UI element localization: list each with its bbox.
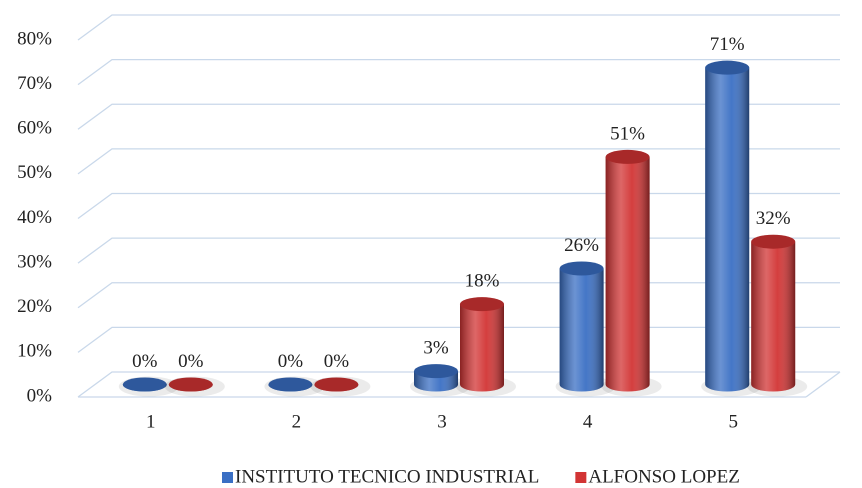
data-label: 3%	[423, 337, 449, 358]
bar-shading	[705, 67, 750, 392]
y-tick-label: 70%	[17, 73, 52, 94]
data-label: 26%	[564, 235, 599, 256]
x-tick-label: 2	[292, 411, 302, 432]
bar-top	[460, 297, 504, 312]
bar-top-shade	[460, 297, 504, 312]
bar-top	[268, 377, 313, 392]
bar-top-shade	[168, 377, 213, 392]
legend-label: ALFONSO LOPEZ	[588, 466, 739, 487]
bar-top-shade	[705, 60, 750, 75]
y-tick-label: 60%	[17, 118, 52, 139]
legend-swatch	[575, 472, 587, 483]
bar-top-shade	[559, 261, 604, 276]
bar-top	[559, 261, 604, 276]
y-tick-label: 10%	[17, 341, 52, 362]
grid-line	[77, 192, 840, 220]
bar-top-shade	[751, 234, 796, 249]
data-label: 18%	[465, 271, 500, 292]
grid-line	[77, 58, 840, 86]
bar-top	[168, 377, 213, 392]
bar-top	[751, 234, 796, 249]
y-tick-label: 80%	[17, 28, 52, 49]
grid-line	[77, 14, 840, 41]
data-label: 71%	[710, 34, 745, 55]
bar-top	[122, 377, 167, 392]
bar-top-shade	[122, 377, 167, 392]
bar-shading	[605, 156, 650, 392]
bar-top	[605, 149, 650, 164]
bar-shading	[559, 268, 604, 392]
data-label: 0%	[324, 351, 350, 372]
bar-top	[705, 60, 750, 75]
y-tick-label: 30%	[17, 251, 52, 272]
legend-swatch	[222, 472, 233, 483]
legend-label: INSTITUTO TECNICO INDUSTRIAL	[235, 466, 539, 487]
data-label: 0%	[178, 351, 204, 372]
y-tick-label: 20%	[17, 296, 52, 317]
grid-line	[77, 148, 840, 175]
y-tick-label: 0%	[27, 385, 53, 406]
bar-top-shade	[314, 377, 359, 392]
bar-top	[314, 377, 359, 392]
floor-edge	[805, 371, 841, 398]
bar-top	[414, 364, 458, 379]
bar-top-shade	[605, 149, 650, 164]
data-label: 0%	[132, 351, 158, 372]
data-label: 0%	[278, 351, 304, 372]
x-tick-label: 1	[146, 411, 156, 432]
grid-line	[77, 103, 840, 130]
y-tick-label: 40%	[17, 207, 52, 228]
x-tick-label: 4	[583, 411, 593, 432]
bar-shading	[751, 241, 796, 392]
x-tick-label: 5	[728, 411, 738, 432]
bar-top-shade	[414, 364, 458, 379]
data-label: 51%	[610, 123, 645, 144]
bar-top-shade	[268, 377, 313, 392]
x-tick-label: 3	[437, 411, 447, 432]
y-tick-label: 50%	[17, 162, 52, 183]
grid-line	[77, 237, 840, 264]
bar-shading	[460, 304, 504, 392]
data-label: 32%	[756, 208, 791, 229]
